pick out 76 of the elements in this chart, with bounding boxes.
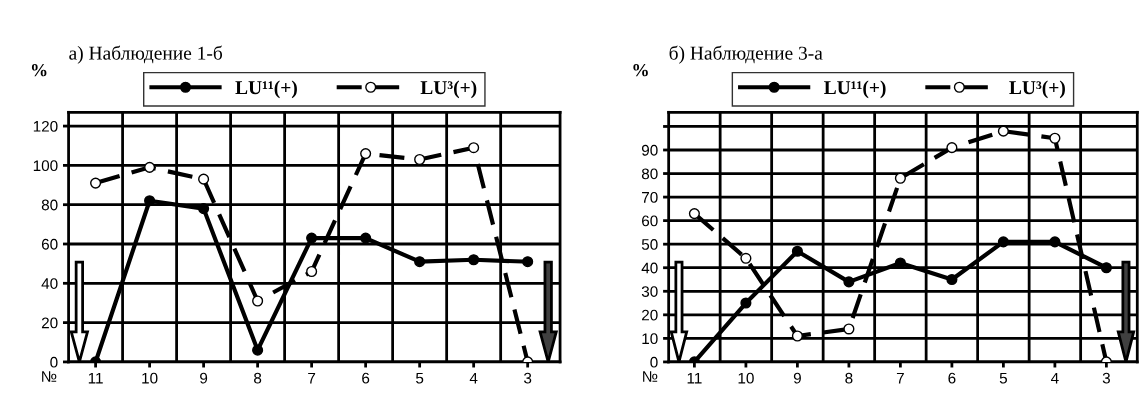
x-tick-label: 10: [738, 372, 754, 384]
x-tick-label: 9: [793, 372, 801, 384]
x-tick-label: 8: [254, 372, 262, 384]
y-tick-label: 50: [641, 239, 658, 250]
point: [522, 256, 534, 268]
point: [997, 125, 1009, 137]
point: [946, 142, 958, 154]
x-tick-label: 3: [1102, 372, 1110, 384]
y-tick-label: 20: [41, 317, 58, 329]
point: [360, 148, 372, 160]
point: [306, 265, 318, 278]
point: [1049, 236, 1061, 248]
point: [791, 245, 803, 257]
point: [740, 252, 752, 264]
x-tick-label: 5: [999, 372, 1007, 384]
y-tick-label: 80: [641, 168, 658, 180]
y-tick-label: 20: [642, 309, 658, 321]
y-tick-label: 90: [641, 144, 658, 156]
point: [252, 295, 264, 307]
x-tick-label: 8: [845, 372, 853, 384]
x-tick-label: 7: [308, 372, 316, 384]
x-tick-label: 4: [1050, 372, 1059, 384]
legend-label: LU¹¹(+): [824, 80, 886, 99]
point: [90, 177, 102, 189]
point: [997, 236, 1009, 248]
point: [688, 208, 700, 220]
point: [198, 173, 210, 185]
x-tick-label: 6: [948, 372, 956, 384]
legend-label: LU³(+): [420, 80, 477, 99]
y-axis-title: %: [31, 64, 47, 77]
y-tick-label: 120: [33, 120, 58, 132]
legend-label: LU¹¹(+): [235, 80, 297, 99]
point: [252, 344, 264, 356]
point: [468, 254, 480, 266]
chart-title: а) Наблюдение 1-б: [69, 45, 223, 64]
x-tick-label: 11: [687, 372, 702, 384]
y-tick-label: 100: [33, 160, 58, 172]
point: [198, 203, 210, 215]
point: [740, 297, 752, 309]
y-tick-label: 70: [642, 191, 658, 203]
point: [468, 142, 480, 154]
y-tick-label: 60: [642, 215, 658, 227]
legend-label: LU³(+): [1009, 80, 1065, 99]
x-axis-title: №: [42, 371, 57, 382]
y-tick-label: 30: [641, 286, 658, 297]
point: [306, 232, 318, 244]
y-tick-label: 0: [50, 356, 58, 368]
point: [843, 323, 855, 335]
point: [843, 276, 855, 288]
x-tick-label: 3: [524, 372, 532, 384]
point: [946, 273, 958, 286]
y-tick-label: 10: [642, 333, 658, 345]
chart-title: б) Наблюдение 3-а: [669, 45, 823, 64]
point: [894, 172, 906, 184]
point: [1100, 262, 1112, 274]
x-tick-label: 10: [142, 372, 158, 384]
point: [414, 256, 426, 268]
x-tick-label: 5: [416, 372, 424, 384]
x-tick-label: 9: [200, 372, 208, 384]
y-tick-label: 40: [41, 278, 58, 289]
point: [791, 330, 803, 342]
y-tick-label: 80: [41, 199, 58, 211]
point: [360, 232, 372, 244]
point: [414, 153, 426, 166]
x-tick-label: 7: [896, 372, 904, 384]
y-tick-label: 0: [650, 356, 658, 368]
x-tick-label: 11: [88, 372, 103, 384]
y-tick-label: 40: [641, 262, 658, 274]
y-axis-title: %: [633, 64, 648, 77]
y-tick-label: 60: [41, 238, 58, 250]
x-tick-label: 4: [469, 372, 478, 384]
point: [1049, 132, 1061, 144]
x-axis-title: №: [643, 371, 658, 382]
x-tick-label: 6: [362, 372, 370, 384]
point: [144, 161, 156, 173]
point: [144, 195, 156, 207]
